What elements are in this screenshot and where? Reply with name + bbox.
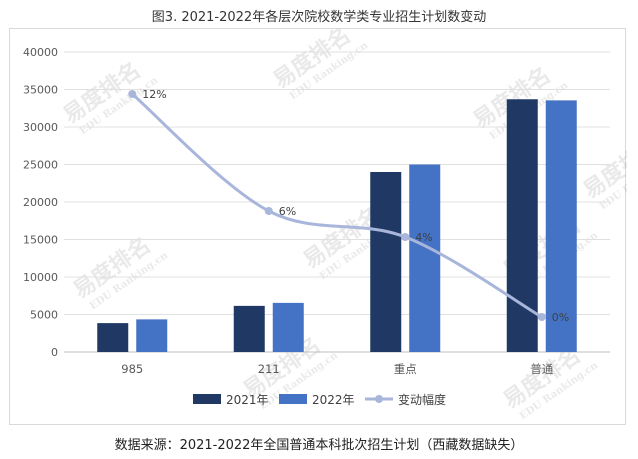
x-tick-label: 985: [121, 362, 143, 376]
x-axis-ticks: 985 211 重点 普通: [121, 362, 553, 376]
bar-2022年-重点: [409, 164, 441, 352]
change-data-label: 12%: [142, 88, 166, 101]
bar-2021年-重点: [370, 172, 402, 352]
y-tick-label: 15000: [23, 234, 58, 247]
y-tick-label: 10000: [23, 271, 58, 284]
change-data-label: 4%: [415, 231, 432, 244]
change-point: [401, 233, 410, 241]
x-tick-label: 211: [258, 362, 280, 376]
change-line: [131, 92, 543, 319]
change-data-label: 0%: [552, 311, 569, 324]
y-tick-label: 25000: [23, 159, 58, 172]
bar-2022年-211: [272, 302, 304, 352]
x-tick-label: 普通: [530, 362, 553, 376]
change-data-label: 6%: [279, 205, 296, 218]
legend-swatch: [193, 394, 221, 404]
x-tick-label: 重点: [394, 362, 417, 376]
change-point: [128, 90, 137, 98]
legend-label: 2021年: [226, 393, 269, 407]
y-tick-label: 40000: [23, 46, 58, 59]
legend-item-2022年: 2022年: [279, 393, 355, 407]
bar-2021年-211: [233, 305, 265, 352]
legend-label: 2022年: [312, 393, 355, 407]
y-axis-ticks: 0 5000 10000 15000 20000 25000 30000 35000 40000: [23, 46, 58, 359]
figure-title: 图3. 2021-2022年各层次院校数学类专业招生计划数变动: [151, 10, 487, 25]
y-tick-label: 35000: [23, 84, 58, 97]
y-tick-label: 5000: [30, 309, 58, 322]
bar-2022年-普通: [545, 100, 577, 352]
change-line-group: 12% 6% 4% 0%: [128, 88, 569, 324]
legend-line-marker: [375, 395, 383, 403]
figure-source-note: 数据来源：2021-2022年全国普通本科批次招生计划（西藏数据缺失）: [114, 438, 524, 453]
legend: 2021年 2022年 变动幅度: [193, 392, 446, 407]
y-tick-label: 20000: [23, 196, 58, 209]
chart-frame: 易度排名 EDU Ranking.cn 易度排名 EDU Ranking.cn 易度排名…: [9, 28, 627, 425]
bar-2021年-普通: [506, 99, 538, 352]
bar-2022年-985: [136, 319, 168, 352]
legend-label: 变动幅度: [398, 392, 446, 407]
legend-swatch: [279, 394, 307, 404]
bar-2021年-985: [97, 323, 129, 352]
y-tick-label: 30000: [23, 121, 58, 134]
change-point: [264, 207, 273, 215]
change-point: [537, 313, 546, 321]
legend-item-change: 变动幅度: [365, 392, 446, 407]
y-tick-label: 0: [51, 346, 58, 359]
legend-item-2021年: 2021年: [193, 393, 269, 407]
